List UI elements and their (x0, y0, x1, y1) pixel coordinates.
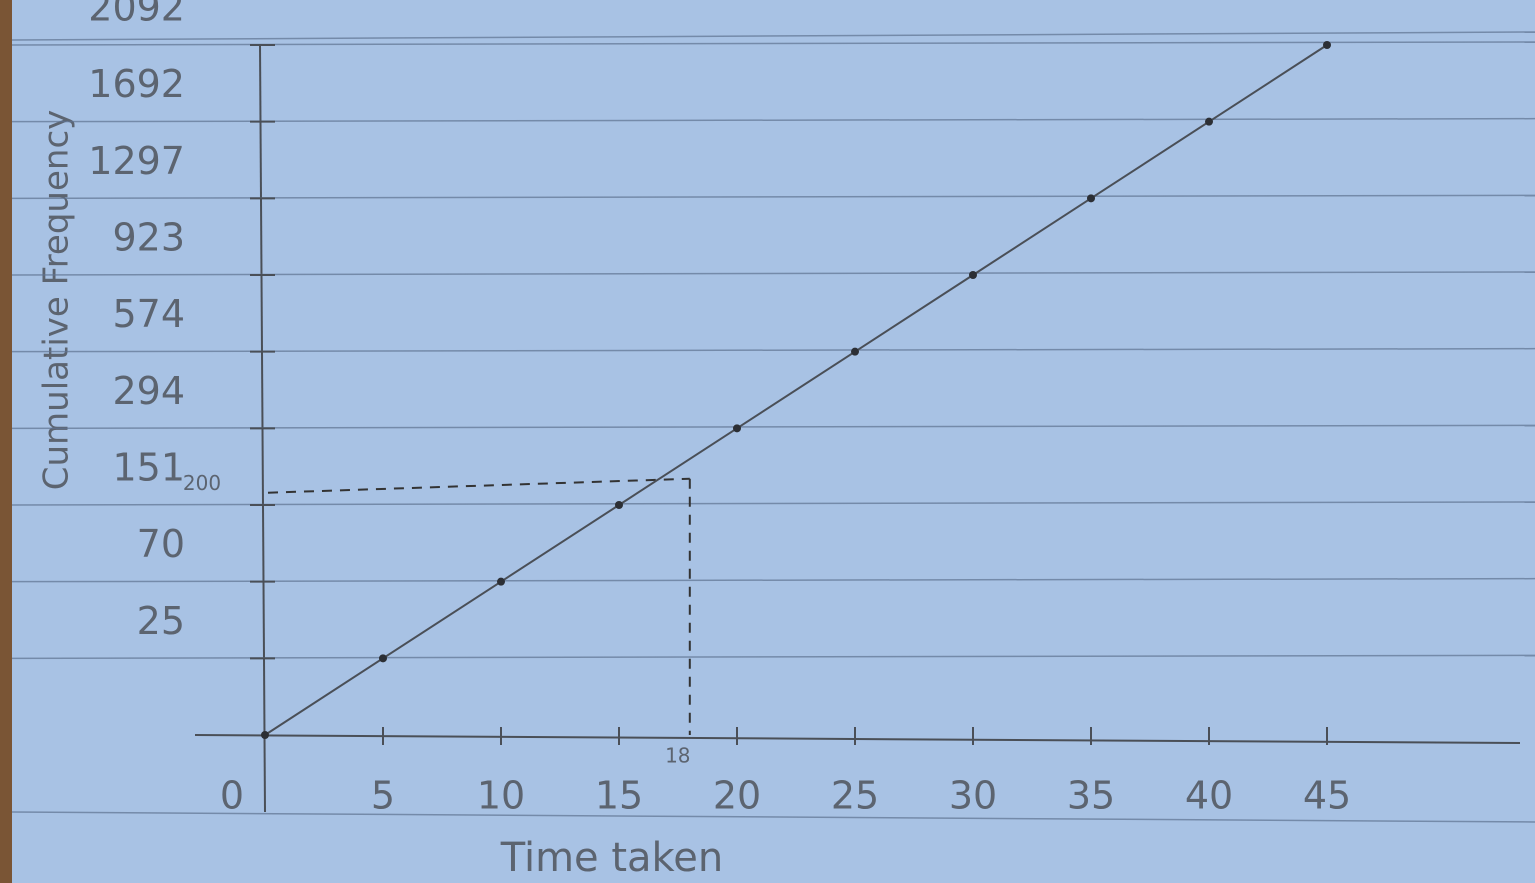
y-axis-label: Cumulative Frequency (37, 110, 77, 491)
x-tick-label: 10 (477, 774, 525, 818)
y-tick-label: 70 (137, 522, 185, 566)
reference-x-label: 18 (665, 744, 690, 768)
chart: Cumulative Frequency Time taken 25701512… (0, 0, 1535, 883)
x-tick-label: 40 (1185, 774, 1233, 818)
data-point (1323, 41, 1331, 49)
data-point (615, 501, 623, 509)
x-tick-label: 35 (1067, 774, 1115, 818)
y-tick-label: 1297 (88, 139, 185, 183)
data-point (969, 271, 977, 279)
x-tick-label: 25 (831, 774, 879, 818)
data-point (1205, 118, 1213, 126)
data-point (851, 348, 859, 356)
x-tick-label: 30 (949, 774, 997, 818)
x-tick-label: 15 (595, 774, 643, 818)
y-tick-label: 574 (112, 292, 185, 336)
data-point (733, 424, 741, 432)
y-tick-label: 1692 (88, 62, 185, 106)
paper-edge (0, 0, 12, 883)
data-point (1087, 194, 1095, 202)
data-point (379, 654, 387, 662)
data-point (261, 731, 269, 739)
x-tick-label: 0 (220, 774, 244, 818)
y-tick-label: 294 (112, 369, 185, 413)
data-point (497, 578, 505, 586)
x-tick-label: 5 (371, 774, 395, 818)
x-axis-label: Time taken (500, 835, 724, 881)
x-tick-label: 45 (1303, 774, 1351, 818)
y-tick-label: 2092 (88, 0, 185, 30)
reference-y-label: 200 (183, 471, 221, 495)
y-tick-label: 151 (112, 446, 185, 490)
y-tick-label: 25 (137, 599, 185, 643)
x-tick-label: 20 (713, 774, 761, 818)
y-tick-label: 923 (112, 216, 185, 260)
paper (0, 0, 1535, 883)
